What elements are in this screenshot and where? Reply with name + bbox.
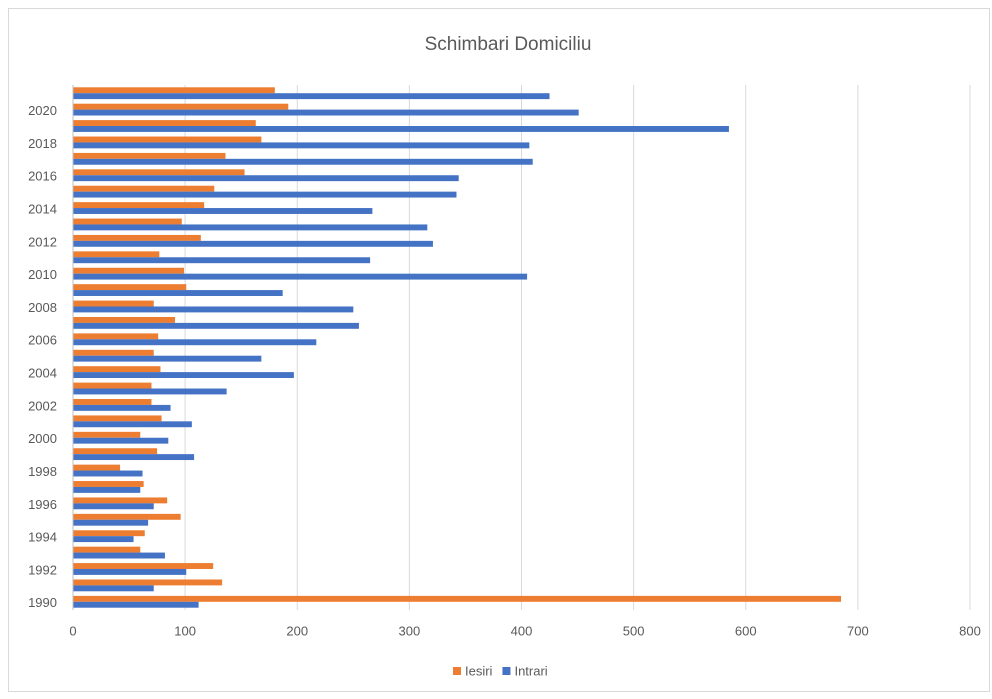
bar (73, 372, 294, 379)
bar (73, 158, 533, 165)
bar (73, 349, 154, 356)
bar (73, 234, 201, 241)
bar (73, 595, 842, 602)
x-tick-label: 200 (286, 623, 308, 638)
bar (73, 126, 729, 132)
bar (73, 322, 359, 329)
bar (73, 185, 215, 192)
y-tick-label: 2000 (28, 431, 57, 446)
x-tick-label: 0 (69, 623, 76, 638)
bar (73, 470, 143, 477)
bar (73, 519, 149, 526)
y-tick-label: 2002 (28, 398, 57, 413)
y-tick-label: 2012 (28, 234, 57, 249)
bar (73, 87, 275, 94)
y-tick-label: 1996 (28, 497, 57, 512)
bar (73, 142, 530, 149)
x-tick-label: 300 (399, 623, 421, 638)
bar (73, 202, 205, 209)
bar (73, 366, 161, 373)
bar (73, 481, 144, 487)
bar (73, 601, 199, 608)
bar (73, 464, 121, 471)
bar (73, 579, 223, 586)
bar (73, 546, 141, 553)
bar (73, 399, 152, 405)
bar (73, 382, 152, 389)
y-tick-label: 2016 (28, 169, 57, 184)
bar (73, 169, 245, 176)
x-tick-label: 600 (735, 623, 757, 638)
bar (73, 306, 354, 313)
bar (73, 568, 187, 575)
bar (73, 513, 181, 520)
bar (73, 333, 159, 340)
bar (73, 273, 528, 280)
bar (73, 208, 373, 214)
y-tick-label: 2010 (28, 267, 57, 282)
bar (73, 224, 428, 231)
bar (73, 536, 134, 543)
bar (73, 388, 227, 395)
bar (73, 448, 158, 455)
bar (73, 218, 182, 225)
legend-swatch (453, 667, 461, 675)
x-tick-label: 400 (511, 623, 533, 638)
y-tick-label: 1994 (28, 530, 57, 545)
bar (73, 585, 154, 592)
bar (73, 267, 185, 274)
bar (73, 284, 187, 291)
bar (73, 136, 262, 143)
chart-title: Schimbari Domiciliu (425, 34, 592, 55)
bar (73, 240, 433, 247)
bar (73, 290, 283, 296)
y-tick-label: 1998 (28, 464, 57, 479)
bar (73, 175, 459, 182)
y-tick-label: 2008 (28, 300, 57, 315)
bar (73, 93, 550, 100)
bar (73, 497, 168, 504)
bar (73, 152, 226, 159)
y-tick-label: 2004 (28, 366, 57, 381)
bar (73, 503, 154, 510)
legend-swatch (502, 667, 511, 675)
bar (73, 300, 154, 307)
x-tick-label: 800 (959, 623, 981, 638)
bar (73, 355, 262, 362)
bar (73, 421, 192, 428)
bar (73, 431, 141, 438)
bar (73, 257, 371, 264)
bar (73, 415, 162, 422)
bar (73, 454, 195, 461)
y-tick-label: 2014 (28, 201, 57, 216)
bar (73, 563, 214, 569)
x-tick-label: 700 (847, 623, 869, 638)
bar (73, 437, 169, 444)
bar (73, 339, 317, 346)
y-tick-label: 2018 (28, 136, 57, 151)
bar (73, 316, 176, 323)
y-tick-label: 1990 (28, 595, 57, 610)
bar (73, 103, 289, 110)
bar (73, 552, 165, 559)
x-tick-label: 100 (174, 623, 196, 638)
bar (73, 109, 579, 116)
bar (73, 486, 141, 493)
bar (73, 120, 256, 127)
legend-label: Intrari (514, 663, 547, 678)
bar (73, 404, 171, 411)
y-tick-label: 1992 (28, 562, 57, 577)
legend-label: Iesiri (465, 663, 493, 678)
x-tick-label: 500 (623, 623, 645, 638)
bar (73, 251, 160, 258)
y-tick-label: 2020 (28, 103, 57, 118)
y-tick-label: 2006 (28, 333, 57, 348)
bar (73, 530, 145, 537)
bar (73, 191, 457, 198)
